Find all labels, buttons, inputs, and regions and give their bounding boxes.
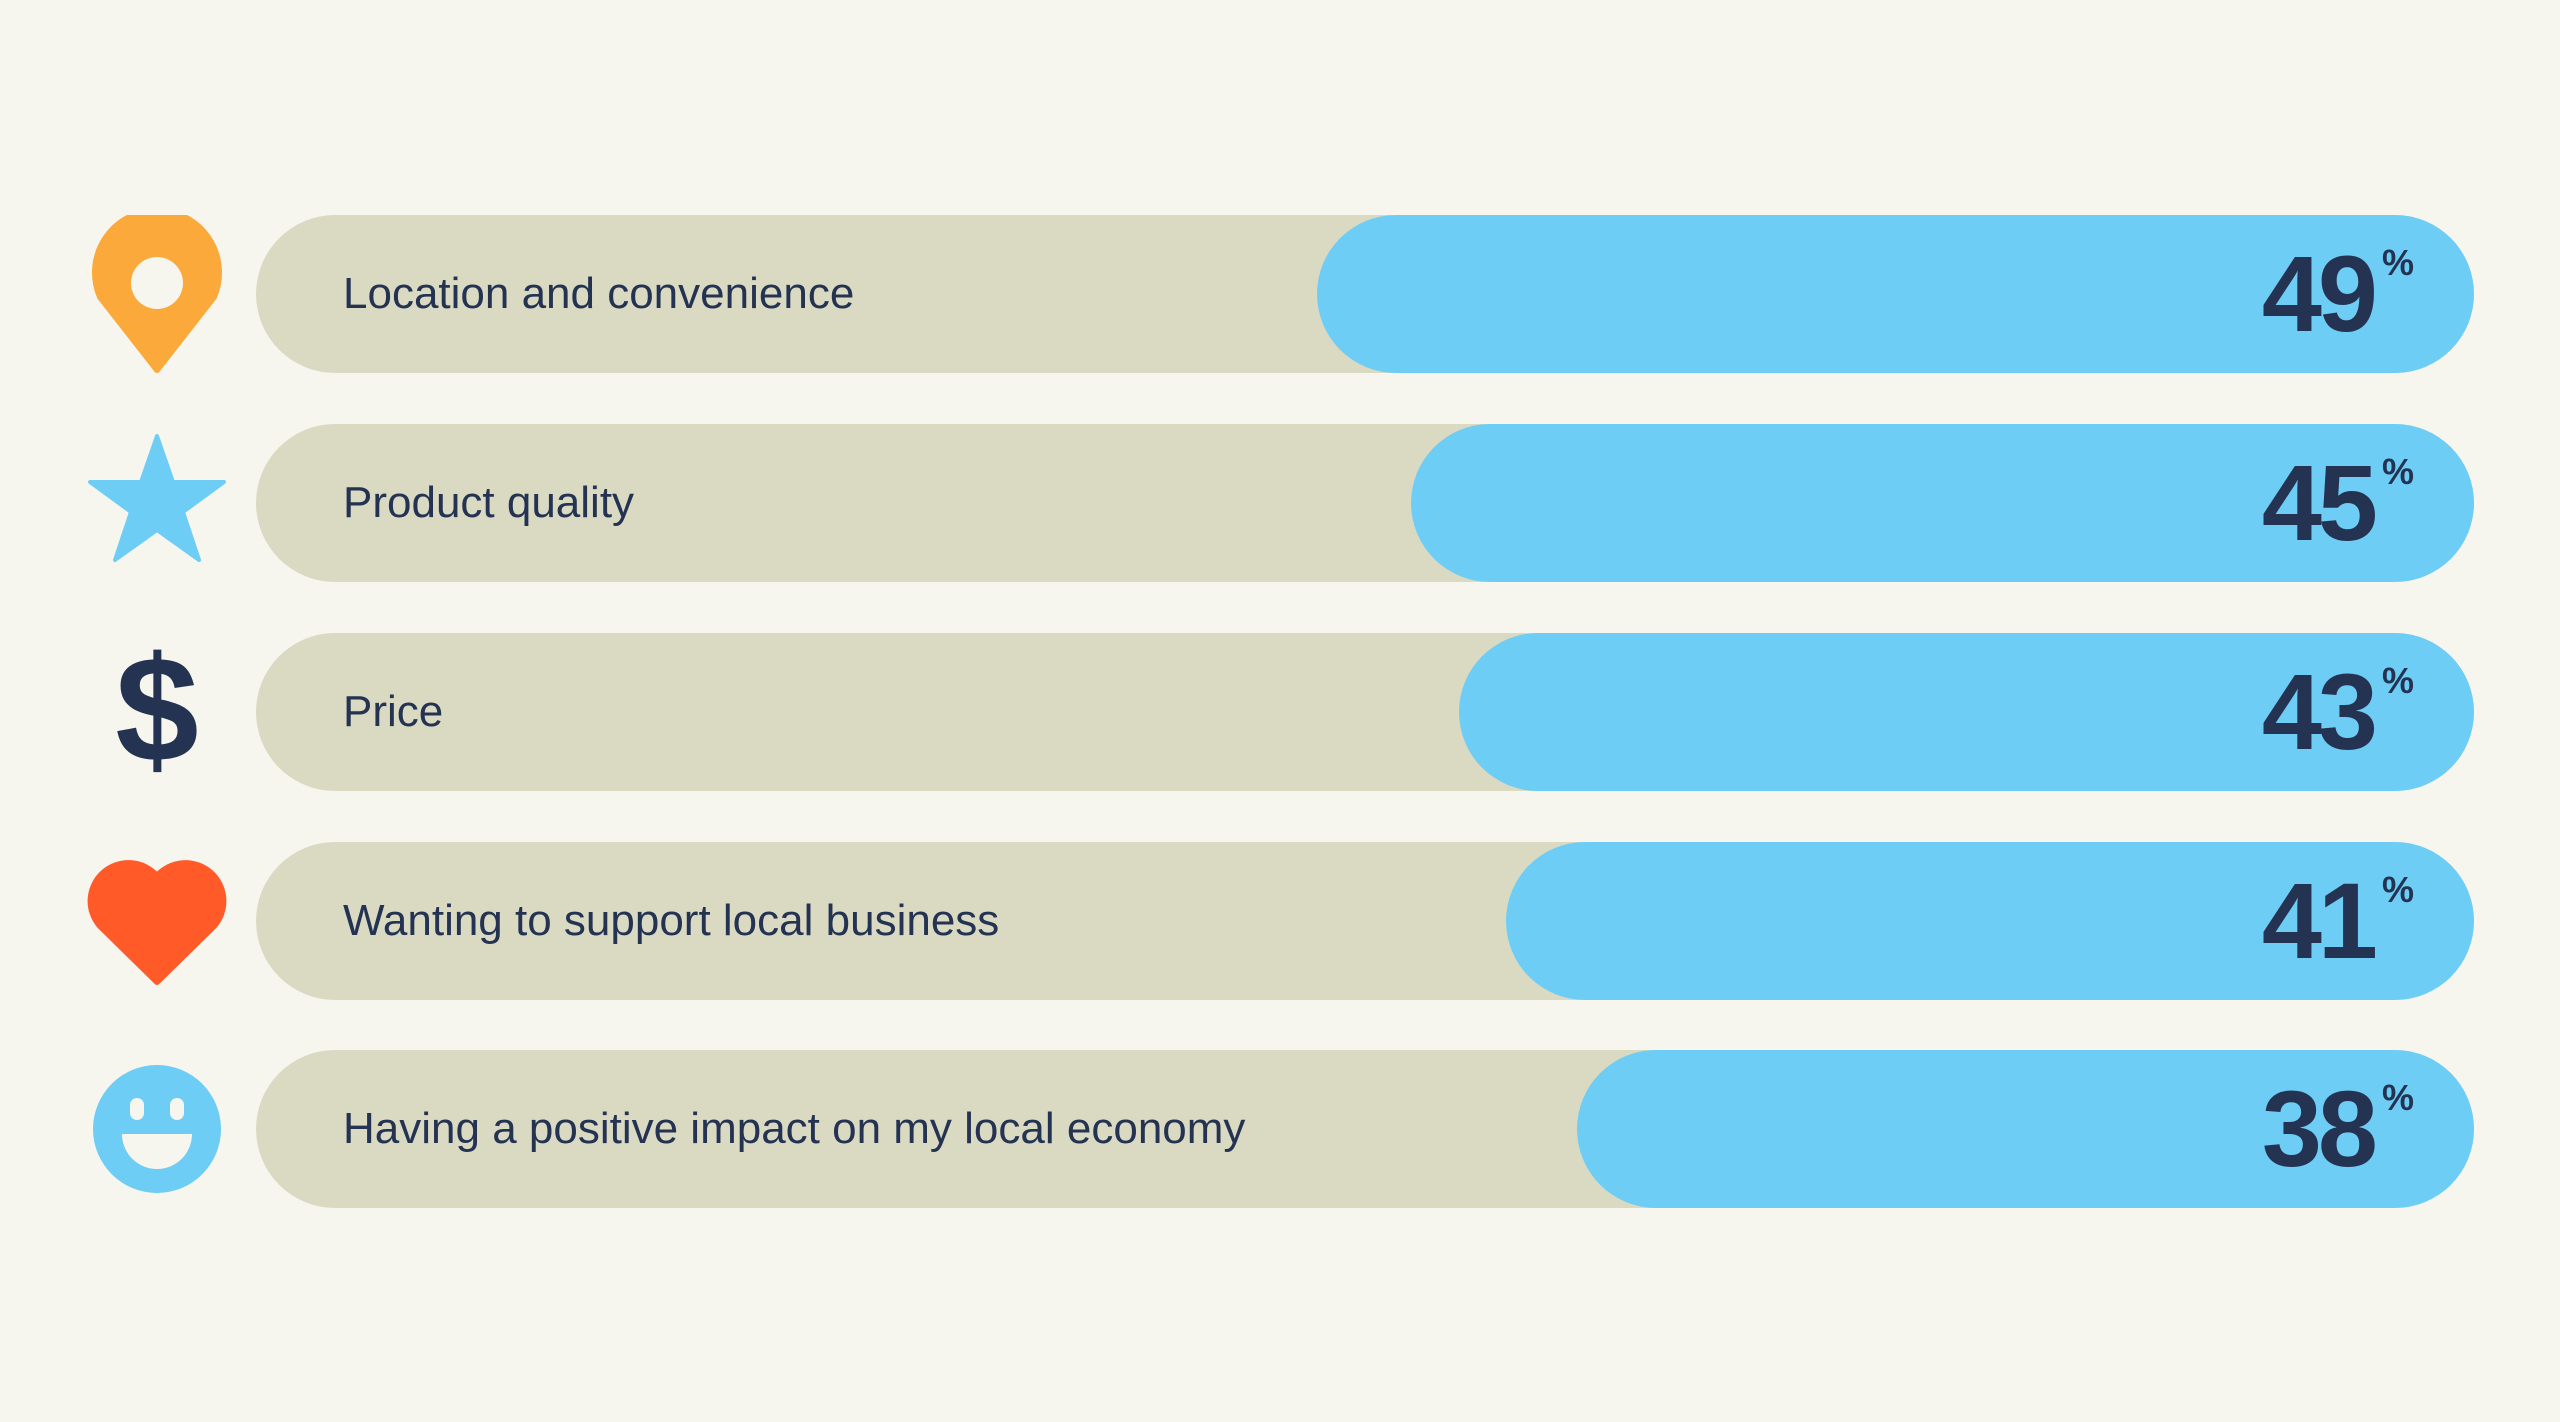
- bar-track: Wanting to support local business 41%: [256, 842, 2474, 1000]
- bar-track: Product quality 45%: [256, 424, 2474, 582]
- bar: [1411, 424, 2474, 582]
- category-label: Having a positive impact on my local eco…: [343, 1104, 1246, 1153]
- bar-row: Wanting to support local business 41%: [0, 842, 2560, 1000]
- data-label: 43: [2261, 651, 2378, 772]
- bar-row: Product quality 45%: [0, 424, 2560, 582]
- percent-sign: %: [2381, 869, 2414, 910]
- bar: [1317, 215, 2474, 373]
- bar-row: Location and convenience 49%: [0, 215, 2560, 373]
- percent-sign: %: [2381, 242, 2414, 283]
- percent-sign: %: [2381, 660, 2414, 701]
- bar: [1577, 1050, 2474, 1208]
- dollar-icon: $: [82, 633, 232, 791]
- heart-icon: [82, 842, 232, 1000]
- smiley-icon: [82, 1050, 232, 1208]
- bar: [1506, 842, 2474, 1000]
- bar: [1459, 633, 2474, 791]
- map-pin-icon: [82, 215, 232, 373]
- data-label: 38: [2261, 1068, 2378, 1189]
- category-label: Price: [343, 687, 444, 736]
- bar-row: Having a positive impact on my local eco…: [0, 1050, 2560, 1208]
- category-label: Wanting to support local business: [343, 896, 1000, 945]
- data-label: 41: [2261, 860, 2378, 981]
- bar-track: Location and convenience 49%: [256, 215, 2474, 373]
- star-icon: [82, 424, 232, 582]
- percent-sign: %: [2381, 451, 2414, 492]
- bar-track: Having a positive impact on my local eco…: [256, 1050, 2474, 1208]
- percent-sign: %: [2381, 1077, 2414, 1118]
- svg-text:$: $: [115, 633, 198, 791]
- bar-track: Price 43%: [256, 633, 2474, 791]
- category-label: Location and convenience: [343, 269, 855, 318]
- bar-row: $ Price 43%: [0, 633, 2560, 791]
- data-label: 45: [2261, 442, 2378, 563]
- data-label: 49: [2261, 233, 2378, 354]
- category-label: Product quality: [343, 478, 635, 527]
